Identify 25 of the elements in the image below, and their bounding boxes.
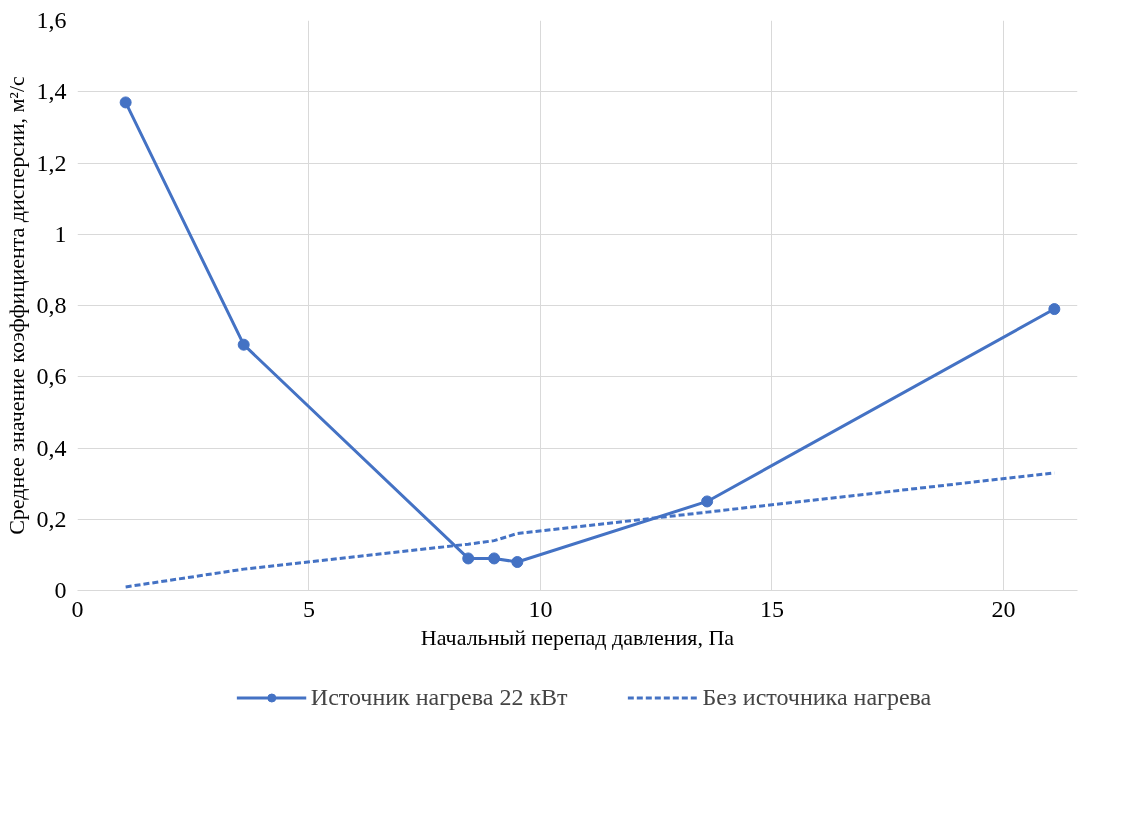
point — [511, 556, 524, 568]
y-tick-label: 1 — [54, 220, 67, 247]
point — [1048, 303, 1061, 316]
x-tick-label: 15 — [759, 595, 784, 622]
point — [488, 552, 501, 565]
legend-label: Без источника нагрева — [702, 683, 932, 711]
x-tick-label: 20 — [991, 595, 1016, 622]
x-tick-label: 5 — [302, 595, 315, 622]
x-tick-label: 0 — [71, 595, 84, 622]
point — [119, 96, 132, 109]
legend-label: Источник нагрева 22 кВт — [310, 683, 568, 711]
point — [701, 495, 714, 508]
x-tick-label: 10 — [528, 595, 553, 622]
point — [237, 338, 250, 351]
y-tick-label: 1,2 — [36, 149, 67, 176]
y-tick-label: 0,6 — [36, 363, 67, 390]
y-tick-label: 0,4 — [36, 434, 67, 461]
y-tick-label: 1,6 — [36, 7, 67, 33]
y-tick-label: 1,4 — [36, 78, 67, 105]
y-tick-label: 0 — [54, 577, 67, 603]
y-tick-label: 0,2 — [36, 505, 67, 532]
y-axis-title: Среднее значение коэффициента дисперсии, м²/с — [3, 75, 29, 535]
x-axis-title: Начальный перепад давления, Па — [420, 624, 735, 650]
point — [462, 552, 475, 565]
y-tick-label: 0,8 — [36, 292, 67, 318]
